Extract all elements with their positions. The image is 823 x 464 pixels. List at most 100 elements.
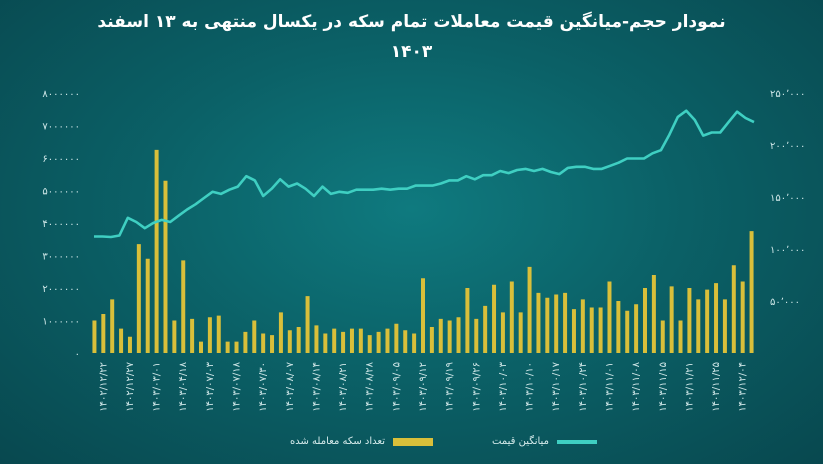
bar: [403, 330, 408, 353]
legend-bar-swatch: [393, 437, 434, 446]
bar: [119, 328, 124, 353]
bar: [554, 294, 559, 353]
x-axis-tick-label: ۱۴۰۳/۰۸/۲۸: [365, 361, 376, 411]
x-axis-tick-label: ۱۴۰۳/۰۷/۳۰: [258, 362, 269, 412]
bar: [252, 320, 257, 353]
bar: [509, 281, 514, 353]
bar: [571, 309, 576, 353]
bar: [465, 288, 470, 353]
legend-line-label: میانگین قیمت: [492, 436, 549, 447]
bar: [714, 283, 719, 353]
bar: [181, 260, 186, 353]
x-axis-tick-label: ۱۴۰۳/۱۱/۲۱: [684, 362, 695, 412]
x-axis-tick-label: ۱۴۰۳/۰۸/۲۱: [338, 362, 349, 412]
bar: [358, 328, 363, 353]
x-axis-tick-label: ۱۴۰۳/۰۹/۱۹: [445, 362, 456, 412]
legend-line-entry: میانگین قیمت: [492, 436, 597, 447]
bar: [500, 312, 505, 353]
legend-line-swatch: [556, 439, 597, 444]
left-axis-tick-label: ۸۰۰۰۰۰۰: [42, 89, 80, 100]
x-axis-tick-label: ۱۴۰۳/۰۴/۱۸: [178, 361, 189, 411]
right-axis-tick-label: ۱۰۰٬۰۰۰: [770, 245, 805, 256]
legend-bar-entry: تعداد سکه معامله شده: [290, 436, 434, 447]
left-axis-tick-label: ۲۰۰۰۰۰۰: [42, 284, 80, 295]
bar: [607, 281, 612, 353]
bar: [190, 318, 195, 353]
bar: [341, 331, 346, 353]
bar: [385, 328, 390, 353]
x-axis-tick-label: ۱۴۰۳/۱۱/۱۵: [658, 362, 669, 412]
bar: [127, 336, 132, 353]
bar: [447, 320, 452, 353]
bar: [216, 315, 221, 353]
bar: [305, 296, 310, 353]
x-axis-tick-label: ۱۴۰۳/۰۷/۰۳: [205, 361, 216, 411]
bar: [474, 318, 479, 353]
x-axis-tick-label: ۱۴۰۳/۰۹/۲۶: [471, 362, 482, 412]
left-axis-tick-label: ۶۰۰۰۰۰۰: [42, 154, 80, 165]
right-axis-tick-label: ۵۰٬۰۰۰: [770, 297, 800, 308]
bar: [598, 307, 603, 353]
bar: [323, 333, 328, 353]
bar: [545, 297, 550, 353]
bar: [163, 180, 168, 353]
x-axis-tick-label: ۱۴۰۲/۱۲/۲۲: [98, 362, 109, 412]
bar: [394, 323, 399, 353]
x-axis-tick-label: ۱۴۰۳/۱۰/۲۴: [578, 362, 589, 412]
bar: [687, 288, 692, 353]
bar: [660, 320, 665, 353]
bar: [412, 333, 417, 353]
x-axis-tick-label: ۱۴۰۳/۱۱/۰۱: [604, 362, 615, 412]
bar: [287, 330, 292, 353]
x-axis-tick-label: ۱۴۰۳/۱۲/۰۴: [738, 362, 749, 412]
bar: [696, 299, 701, 353]
x-axis-tick-label: ۱۴۰۳/۱۰/۱۷: [551, 361, 562, 411]
x-axis-tick-label: ۱۴۰۳/۰۳/۰۱: [152, 362, 163, 412]
x-axis-tick-label: ۱۴۰۳/۰۸/۱۴: [311, 362, 322, 412]
x-axis-tick-label: ۱۴۰۳/۰۸/۰۷: [285, 361, 296, 411]
bar: [634, 304, 639, 353]
price-line: [94, 109, 755, 239]
x-axis-tick-label: ۱۴۰۳/۱۰/۱۰: [525, 362, 536, 412]
bar: [367, 335, 372, 353]
bar: [625, 310, 630, 353]
bar: [705, 289, 710, 353]
left-axis-tick-label: ۷۰۰۰۰۰۰: [42, 122, 80, 133]
left-axis-tick-label: ۰: [75, 349, 80, 360]
left-axis-tick-label: ۳۰۰۰۰۰۰: [42, 252, 80, 263]
chart-subtitle: ۱۴۰۳: [390, 42, 433, 62]
bar: [172, 320, 177, 353]
bar: [136, 244, 141, 353]
left-axis-tick-label: ۵۰۰۰۰۰۰: [42, 187, 80, 198]
bar: [376, 331, 381, 353]
bar: [349, 328, 354, 353]
bar: [616, 301, 621, 353]
left-axis-tick-label: ۴۰۰۰۰۰۰: [42, 219, 80, 230]
x-axis-tick-label: ۱۴۰۳/۱۱/۲۵: [711, 362, 722, 412]
bar: [332, 328, 337, 353]
bar: [518, 312, 523, 353]
bar: [154, 149, 159, 353]
bar: [438, 318, 443, 353]
bar: [421, 278, 425, 353]
bar: [527, 266, 532, 353]
right-axis-tick-label: ۱۵۰٬۰۰۰: [770, 193, 805, 204]
bar: [101, 314, 106, 353]
bar: [536, 292, 541, 353]
x-axis-tick-label: ۱۴۰۳/۱۰/۰۳: [498, 361, 509, 411]
bar: [483, 305, 488, 353]
bar: [261, 333, 266, 353]
bar: [678, 320, 683, 353]
bar: [270, 335, 275, 353]
right-axis-tick-label: ۲۰۰٬۰۰۰: [770, 141, 805, 152]
bar: [563, 292, 568, 353]
x-axis-tick-label: ۱۴۰۳/۰۷/۱۸: [232, 361, 243, 411]
bar: [243, 331, 248, 353]
bar: [749, 231, 754, 353]
bar: [314, 325, 319, 353]
bar: [731, 265, 736, 353]
bar: [110, 299, 115, 353]
bar: [429, 327, 434, 353]
